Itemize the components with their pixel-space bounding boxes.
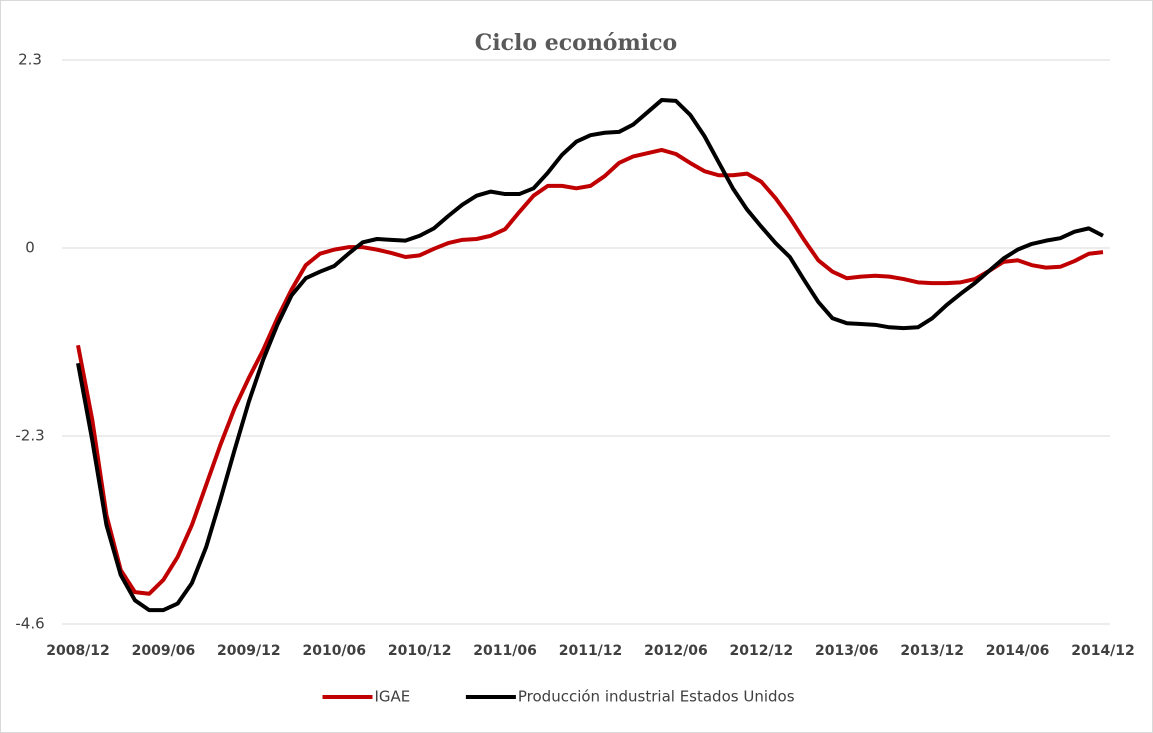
x-tick-label: 2012/06 [644, 643, 708, 659]
x-tick-label: 2012/12 [730, 643, 794, 659]
x-tick-label: 2009/12 [217, 643, 281, 659]
x-tick-label: 2013/12 [900, 643, 964, 659]
y-tick-label: -2.3 [15, 427, 44, 445]
x-tick-label: 2008/12 [46, 643, 110, 659]
chart-title: Ciclo económico [475, 30, 677, 56]
y-tick-label: -4.6 [15, 615, 44, 633]
x-tick-label: 2010/06 [302, 643, 366, 659]
x-tick-label: 2011/12 [559, 643, 623, 659]
series-line [76, 98, 1104, 613]
x-tick-label: 2013/06 [815, 643, 879, 659]
legend-label: Producción industrial Estados Unidos [518, 688, 795, 706]
y-tick-label: 2.3 [18, 51, 42, 69]
x-tick-label: 2014/12 [1071, 643, 1135, 659]
x-tick-label: 2010/12 [388, 643, 452, 659]
x-tick-label: 2009/06 [132, 643, 196, 659]
x-tick-label: 2014/06 [986, 643, 1050, 659]
series-line [76, 147, 1104, 596]
legend-label: IGAE [375, 688, 411, 706]
y-tick-label: 0 [25, 239, 35, 257]
x-tick-label: 2011/06 [473, 643, 537, 659]
